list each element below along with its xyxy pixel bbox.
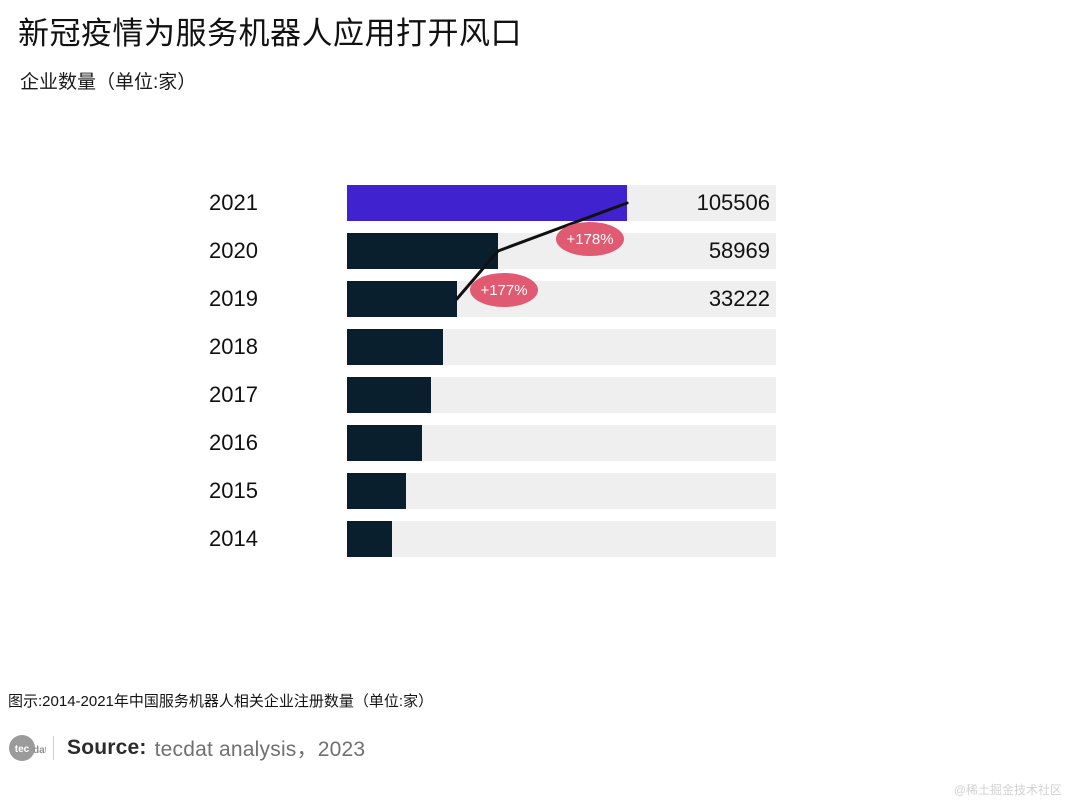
bar-track [347, 473, 776, 509]
source-value: tecdat analysis，2023 [154, 738, 366, 761]
category-label-2014: 2014 [209, 526, 258, 551]
bar-row: 2016 [0, 425, 1080, 461]
bar-fill-2018[interactable] [347, 329, 444, 365]
bar-fill-2015[interactable] [347, 473, 407, 509]
bar-fill-2017[interactable] [347, 377, 432, 413]
source-divider [53, 736, 54, 760]
bar-row: 2017 [0, 377, 1080, 413]
category-label-2021: 2021 [209, 190, 258, 215]
bar-row: 2020 58969 [0, 233, 1080, 269]
logo-text-a: tec [15, 744, 30, 755]
category-label-2016: 2016 [209, 430, 258, 455]
growth-badge-178: +178% [556, 222, 624, 256]
bar-track: 105506 [347, 185, 776, 221]
bar-row: 2015 [0, 473, 1080, 509]
bar-track [347, 521, 776, 557]
bar-fill-2019[interactable] [347, 281, 457, 317]
bar-row: 2014 [0, 521, 1080, 557]
bar-value-2020: 58969 [708, 238, 770, 263]
bar-track [347, 377, 776, 413]
bar-row: 2021 105506 [0, 185, 1080, 221]
bar-track [347, 329, 776, 365]
bar-fill-2020[interactable] [347, 233, 498, 269]
chart-caption: 图示:2014-2021年中国服务机器人相关企业注册数量（单位:家） [8, 693, 434, 710]
bar-track [347, 425, 776, 461]
tecdat-logo-icon: tec dat [9, 735, 46, 761]
source-line: tec dat Source: tecdat analysis，2023 [8, 733, 365, 763]
watermark: @稀土掘金技术社区 [953, 783, 1062, 797]
category-label-2015: 2015 [209, 478, 258, 503]
bar-value-2021: 105506 [696, 190, 770, 215]
page-title: 新冠疫情为服务机器人应用打开风口 [18, 16, 522, 51]
bar-fill-2014[interactable] [347, 521, 393, 557]
source-label: Source: [67, 736, 147, 759]
logo-text-b: dat [33, 745, 46, 756]
growth-badge-177: +177% [470, 273, 538, 307]
category-label-2019: 2019 [209, 286, 258, 311]
bar-fill-2021[interactable] [347, 185, 628, 221]
bar-value-2019: 33222 [708, 286, 770, 311]
bar-fill-2016[interactable] [347, 425, 423, 461]
chart-subtitle: 企业数量（单位:家） [20, 72, 197, 93]
category-label-2020: 2020 [209, 238, 258, 263]
bar-row: 2018 [0, 329, 1080, 365]
bar-row: 2019 33222 [0, 281, 1080, 317]
bar-track: 33222 [347, 281, 776, 317]
category-label-2018: 2018 [209, 334, 258, 359]
category-label-2017: 2017 [209, 382, 258, 407]
